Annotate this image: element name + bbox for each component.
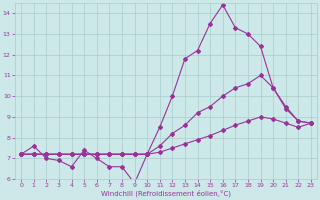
- X-axis label: Windchill (Refroidissement éolien,°C): Windchill (Refroidissement éolien,°C): [101, 190, 231, 197]
